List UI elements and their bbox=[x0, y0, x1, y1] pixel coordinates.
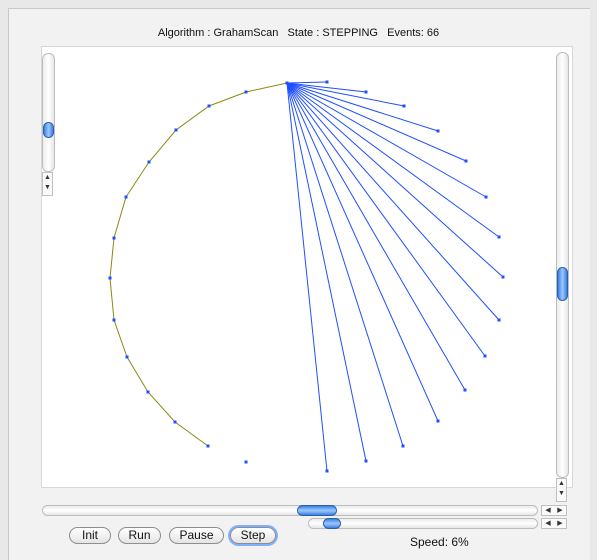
point-marker bbox=[463, 388, 467, 392]
points-layer bbox=[108, 80, 505, 473]
scroll-up-arrow-icon[interactable]: ▲ bbox=[44, 174, 51, 181]
point-marker bbox=[124, 195, 128, 199]
scroll-left-arrow-icon[interactable]: ◀ bbox=[545, 520, 551, 527]
point-marker bbox=[497, 235, 501, 239]
point-marker bbox=[464, 159, 468, 163]
step-button[interactable]: Step bbox=[230, 527, 276, 544]
init-button[interactable]: Init bbox=[69, 527, 111, 544]
status-bar: Algorithm : GrahamScan State : STEPPING … bbox=[0, 27, 597, 39]
scroll-left-arrow-icon[interactable]: ◀ bbox=[545, 507, 551, 514]
visualization-canvas[interactable] bbox=[41, 46, 573, 488]
point-marker bbox=[401, 444, 405, 448]
point-marker bbox=[207, 104, 211, 108]
point-marker bbox=[436, 419, 440, 423]
point-marker bbox=[174, 128, 178, 132]
point-marker bbox=[325, 80, 329, 84]
graham-scan-plot bbox=[108, 80, 505, 473]
point-marker bbox=[146, 390, 150, 394]
scan-ray bbox=[286, 82, 500, 321]
point-marker bbox=[112, 318, 116, 322]
point-marker bbox=[244, 460, 248, 464]
left-vertical-scrollbar[interactable] bbox=[42, 53, 55, 172]
point-marker bbox=[364, 90, 368, 94]
scan-ray bbox=[286, 82, 467, 162]
point-marker bbox=[364, 459, 368, 463]
hull-polyline-layer bbox=[109, 82, 288, 447]
point-marker bbox=[173, 420, 177, 424]
speed-slider[interactable] bbox=[308, 518, 538, 529]
scan-rays-layer bbox=[286, 81, 504, 472]
state-label: State : STEPPING bbox=[287, 27, 378, 39]
scan-ray bbox=[286, 82, 439, 132]
point-marker bbox=[112, 236, 116, 240]
scan-ray bbox=[286, 82, 466, 391]
point-marker bbox=[285, 81, 289, 85]
scan-ray bbox=[286, 82, 328, 472]
point-marker bbox=[484, 195, 488, 199]
scan-ray bbox=[286, 82, 367, 93]
scroll-down-arrow-icon[interactable]: ▼ bbox=[558, 490, 565, 497]
scroll-right-arrow-icon[interactable]: ▶ bbox=[557, 520, 563, 527]
scroll-up-arrow-icon[interactable]: ▲ bbox=[558, 480, 565, 487]
scan-ray bbox=[286, 82, 504, 278]
speed-slider-thumb[interactable] bbox=[323, 518, 341, 529]
left-vertical-scroll-arrows[interactable]: ▲ ▼ bbox=[42, 172, 53, 196]
point-marker bbox=[436, 129, 440, 133]
point-marker bbox=[483, 354, 487, 358]
right-vertical-scroll-arrows[interactable]: ▲ ▼ bbox=[556, 478, 567, 502]
scroll-down-arrow-icon[interactable]: ▼ bbox=[44, 184, 51, 191]
algorithm-label: Algorithm : GrahamScan bbox=[157, 27, 279, 39]
point-marker bbox=[497, 318, 501, 322]
scan-ray bbox=[286, 82, 487, 198]
scan-ray bbox=[286, 82, 367, 462]
hull-edge-path bbox=[109, 82, 288, 447]
speed-slider-arrows[interactable]: ◀ ▶ bbox=[541, 518, 567, 529]
horizontal-scrollbar[interactable] bbox=[42, 505, 538, 516]
right-vertical-scrollbar[interactable] bbox=[556, 52, 569, 478]
horizontal-scroll-thumb[interactable] bbox=[297, 505, 337, 516]
right-vertical-scroll-thumb[interactable] bbox=[557, 267, 568, 301]
point-marker bbox=[244, 90, 248, 94]
point-marker bbox=[206, 444, 210, 448]
scan-ray bbox=[286, 82, 405, 107]
point-marker bbox=[108, 276, 112, 280]
scan-ray bbox=[286, 82, 486, 357]
point-marker bbox=[402, 104, 406, 108]
pause-button[interactable]: Pause bbox=[169, 527, 224, 544]
horizontal-scroll-arrows[interactable]: ◀ ▶ bbox=[541, 505, 567, 516]
scan-ray bbox=[286, 81, 328, 84]
point-marker bbox=[501, 275, 505, 279]
point-marker bbox=[325, 469, 329, 473]
scan-ray bbox=[286, 82, 404, 447]
left-vertical-scroll-thumb[interactable] bbox=[43, 122, 54, 138]
scan-ray bbox=[286, 82, 439, 422]
speed-label: Speed: 6% bbox=[410, 535, 469, 549]
point-marker bbox=[147, 160, 151, 164]
events-label: Events: 66 bbox=[387, 27, 440, 39]
point-marker bbox=[125, 355, 129, 359]
scan-ray bbox=[286, 82, 500, 238]
run-button[interactable]: Run bbox=[118, 527, 161, 544]
scroll-right-arrow-icon[interactable]: ▶ bbox=[557, 507, 563, 514]
